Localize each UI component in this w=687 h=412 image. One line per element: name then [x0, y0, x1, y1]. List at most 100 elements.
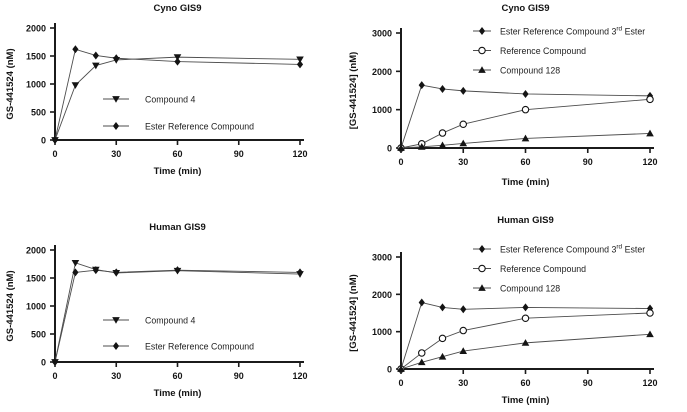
open-circle-marker [438, 129, 447, 137]
y-tick-label: 0 [41, 136, 46, 146]
legend-label: Ester Reference Compound [145, 342, 254, 352]
diamond-marker [522, 89, 529, 98]
triangle-down-marker [173, 54, 182, 61]
legend-label: Compound 128 [500, 284, 560, 294]
triangle-up-marker [459, 139, 468, 147]
x-tick-label: 0 [398, 157, 403, 167]
x-tick-label: 90 [234, 149, 244, 159]
triangle-up-marker [397, 144, 405, 151]
chart-title: Human GIS9 [149, 222, 206, 233]
x-tick-label: 30 [111, 371, 121, 381]
chart-panel-cyno-gis9-left: Cyno GIS9 0 500 1000 1500 2000 0 30 60 90 120 Time … [0, 0, 343, 206]
y-tick-label: 1000 [372, 327, 392, 337]
diamond-marker [296, 268, 304, 277]
open-circle-marker [646, 309, 654, 317]
open-circle-marker [438, 334, 447, 343]
y-tick-label: 1000 [26, 80, 46, 90]
diamond-marker [478, 27, 486, 35]
x-tick-label: 90 [583, 157, 593, 167]
x-tick-label: 30 [458, 378, 468, 388]
y-tick-label: 0 [387, 365, 392, 375]
y-tick-label: 2000 [372, 67, 392, 77]
y-axis-label: GS-441524 (nM) [5, 270, 16, 341]
triangle-up-marker [397, 365, 405, 372]
legend-label: Compound 4 [145, 95, 195, 105]
diamond-marker [460, 86, 467, 95]
y-tick-label: 1500 [26, 274, 46, 284]
diamond-marker [439, 84, 446, 93]
triangle-up-marker [417, 143, 426, 150]
diamond-marker [174, 266, 181, 275]
y-tick-label: 0 [387, 144, 392, 154]
diamond-marker [112, 342, 120, 350]
diamond-marker [418, 298, 425, 307]
x-tick-label: 0 [52, 149, 57, 159]
series-line [54, 48, 301, 141]
diamond-marker [92, 266, 99, 275]
open-circle-marker [459, 120, 468, 128]
chart-panel-human-gis9-left: Human GIS9 0 500 1000 1500 2000 0 30 60 90 120 Time… [0, 206, 343, 412]
y-tick-label: 500 [31, 108, 46, 118]
y-tick-label: 3000 [372, 253, 392, 263]
triangle-down-marker [92, 62, 100, 70]
triangle-up-marker [438, 141, 447, 149]
triangle-up-marker [646, 330, 654, 338]
open-circle-marker [459, 326, 468, 335]
triangle-up-marker [478, 284, 486, 291]
x-axis-label: Time (min) [502, 177, 550, 188]
legend-label: Reference Compound [500, 46, 586, 56]
line-chart-cyno-gis9-compound4-vs-ester: Cyno GIS9 0 500 1000 1500 2000 0 30 60 90 120 Time … [5, 3, 308, 177]
diamond-marker [112, 122, 120, 130]
open-circle-marker [478, 264, 486, 273]
chart-panel-cyno-gis9-right: Cyno GIS9 0 1000 2000 3000 0 30 60 90 120 Time (mi… [343, 0, 686, 206]
open-circle-marker [478, 46, 486, 55]
triangle-up-marker [478, 66, 486, 73]
y-tick-label: 2000 [26, 24, 46, 34]
diamond-marker [113, 54, 120, 63]
diamond-marker [51, 358, 59, 366]
chart-title: Cyno GIS9 [501, 3, 549, 14]
x-axis-label: Time (min) [502, 395, 550, 406]
y-axis-label: [GS-441524] (nM) [348, 52, 359, 130]
triangle-down-marker [112, 96, 120, 103]
series-line [400, 333, 651, 370]
diamond-marker [460, 305, 467, 314]
diamond-marker [439, 303, 446, 312]
diamond-marker [522, 303, 529, 312]
open-circle-marker [521, 105, 530, 114]
triangle-down-marker [71, 259, 80, 267]
y-tick-label: 2000 [26, 246, 46, 256]
x-tick-label: 30 [458, 157, 468, 167]
series-line [400, 132, 651, 149]
x-tick-label: 120 [642, 157, 657, 167]
y-tick-label: 1500 [26, 52, 46, 62]
diamond-marker [478, 245, 486, 253]
triangle-up-marker [521, 339, 530, 346]
series-line [400, 84, 651, 149]
diamond-marker [113, 268, 120, 277]
triangle-down-marker [112, 317, 120, 324]
open-circle-marker [646, 95, 654, 104]
x-tick-label: 90 [234, 371, 244, 381]
diamond-marker [72, 45, 79, 54]
legend-label: Reference Compound [500, 264, 586, 274]
diamond-marker [174, 57, 181, 66]
legend-label: Ester Reference Compound 3rd Ester [500, 244, 645, 255]
x-tick-label: 120 [292, 371, 307, 381]
diamond-marker [92, 51, 99, 60]
x-tick-label: 60 [520, 157, 530, 167]
diamond-marker [418, 81, 425, 90]
series-line [400, 302, 651, 370]
line-chart-human-gis9-compound4-vs-ester: Human GIS9 0 500 1000 1500 2000 0 30 60 90 120 Time… [5, 222, 308, 399]
x-tick-label: 60 [172, 149, 182, 159]
x-tick-label: 30 [111, 149, 121, 159]
triangle-down-marker [296, 56, 304, 64]
series-line [54, 269, 301, 363]
x-tick-label: 60 [172, 371, 182, 381]
triangle-up-marker [438, 352, 447, 360]
legend-label: Ester Reference Compound [145, 122, 254, 132]
y-tick-label: 1000 [26, 302, 46, 312]
x-axis-label: Time (min) [154, 166, 202, 177]
triangle-up-marker [459, 347, 468, 354]
